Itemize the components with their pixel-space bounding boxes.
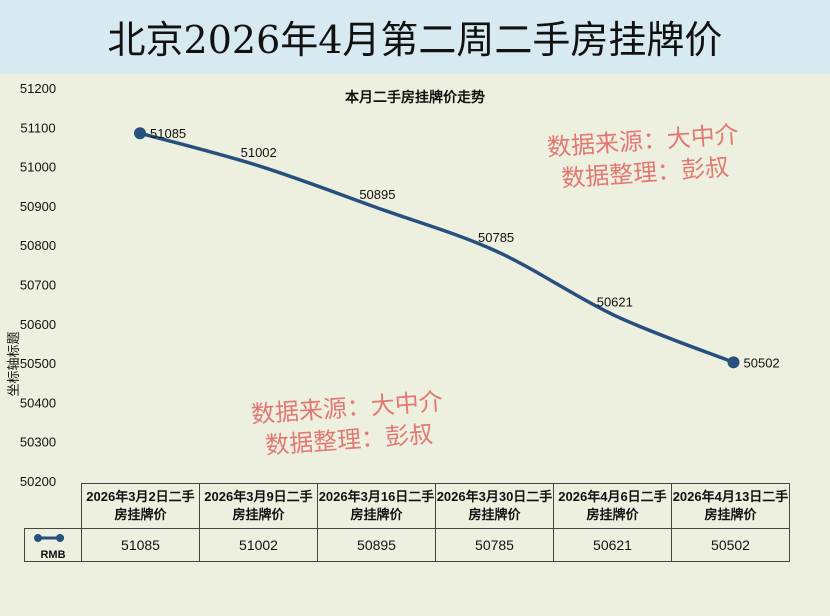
watermark: 数据来源：大中介 数据整理：彭叔 bbox=[250, 385, 446, 462]
data-label: 51085 bbox=[150, 126, 186, 141]
series-line bbox=[139, 131, 735, 364]
chart-title: 本月二手房挂牌价走势 bbox=[345, 89, 485, 105]
y-tick-label: 50700 bbox=[20, 278, 56, 293]
table-value: 50785 bbox=[435, 528, 554, 562]
y-tick-label: 50500 bbox=[20, 356, 56, 371]
category-header: 2026年4月13日二手房挂牌价 bbox=[671, 483, 790, 529]
data-label: 50502 bbox=[744, 355, 780, 370]
data-table: 2026年3月2日二手房挂牌价 2026年3月9日二手房挂牌价 2026年3月16日… bbox=[24, 483, 790, 562]
y-tick-label: 51000 bbox=[20, 160, 56, 175]
data-point bbox=[727, 356, 740, 369]
table-value: 51085 bbox=[81, 528, 200, 562]
watermark: 数据来源：大中介 数据整理：彭叔 bbox=[546, 118, 742, 195]
table-value: 50621 bbox=[553, 528, 672, 562]
legend-label: RMB bbox=[40, 549, 66, 561]
y-tick-label: 50800 bbox=[20, 238, 56, 253]
page-title: 北京2026年4月第二周二手房挂牌价 bbox=[0, 0, 830, 74]
category-header: 2026年3月9日二手房挂牌价 bbox=[199, 483, 318, 529]
y-tick-label: 50900 bbox=[20, 199, 56, 214]
data-label: 51002 bbox=[241, 145, 277, 160]
table-value: 50502 bbox=[671, 528, 790, 562]
legend-entry: RMB bbox=[24, 528, 82, 562]
y-axis-title: 坐标轴标题 bbox=[6, 331, 21, 396]
table-value: 51002 bbox=[199, 528, 318, 562]
data-label: 50785 bbox=[478, 230, 514, 245]
data-label: 50621 bbox=[597, 295, 633, 310]
y-tick-label: 50400 bbox=[20, 395, 56, 410]
table-value: 50895 bbox=[317, 528, 436, 562]
data-label: 50895 bbox=[359, 187, 395, 202]
category-header: 2026年4月6日二手房挂牌价 bbox=[553, 483, 672, 529]
category-header: 2026年3月30日二手房挂牌价 bbox=[435, 483, 554, 529]
y-tick-label: 50300 bbox=[20, 435, 56, 450]
legend-line-icon bbox=[34, 534, 64, 543]
category-header: 2026年3月16日二手房挂牌价 bbox=[317, 483, 436, 529]
category-header: 2026年3月2日二手房挂牌价 bbox=[81, 483, 200, 529]
y-tick-label: 51200 bbox=[20, 81, 56, 96]
y-tick-label: 51100 bbox=[20, 120, 55, 135]
data-point bbox=[134, 127, 146, 140]
table-corner bbox=[24, 483, 82, 529]
y-tick-label: 50600 bbox=[20, 317, 56, 332]
line-chart: 5020050300504005050050600507005080050900… bbox=[6, 81, 780, 489]
